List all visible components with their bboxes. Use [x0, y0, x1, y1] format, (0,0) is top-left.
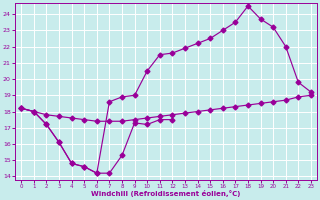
X-axis label: Windchill (Refroidissement éolien,°C): Windchill (Refroidissement éolien,°C): [92, 190, 241, 197]
